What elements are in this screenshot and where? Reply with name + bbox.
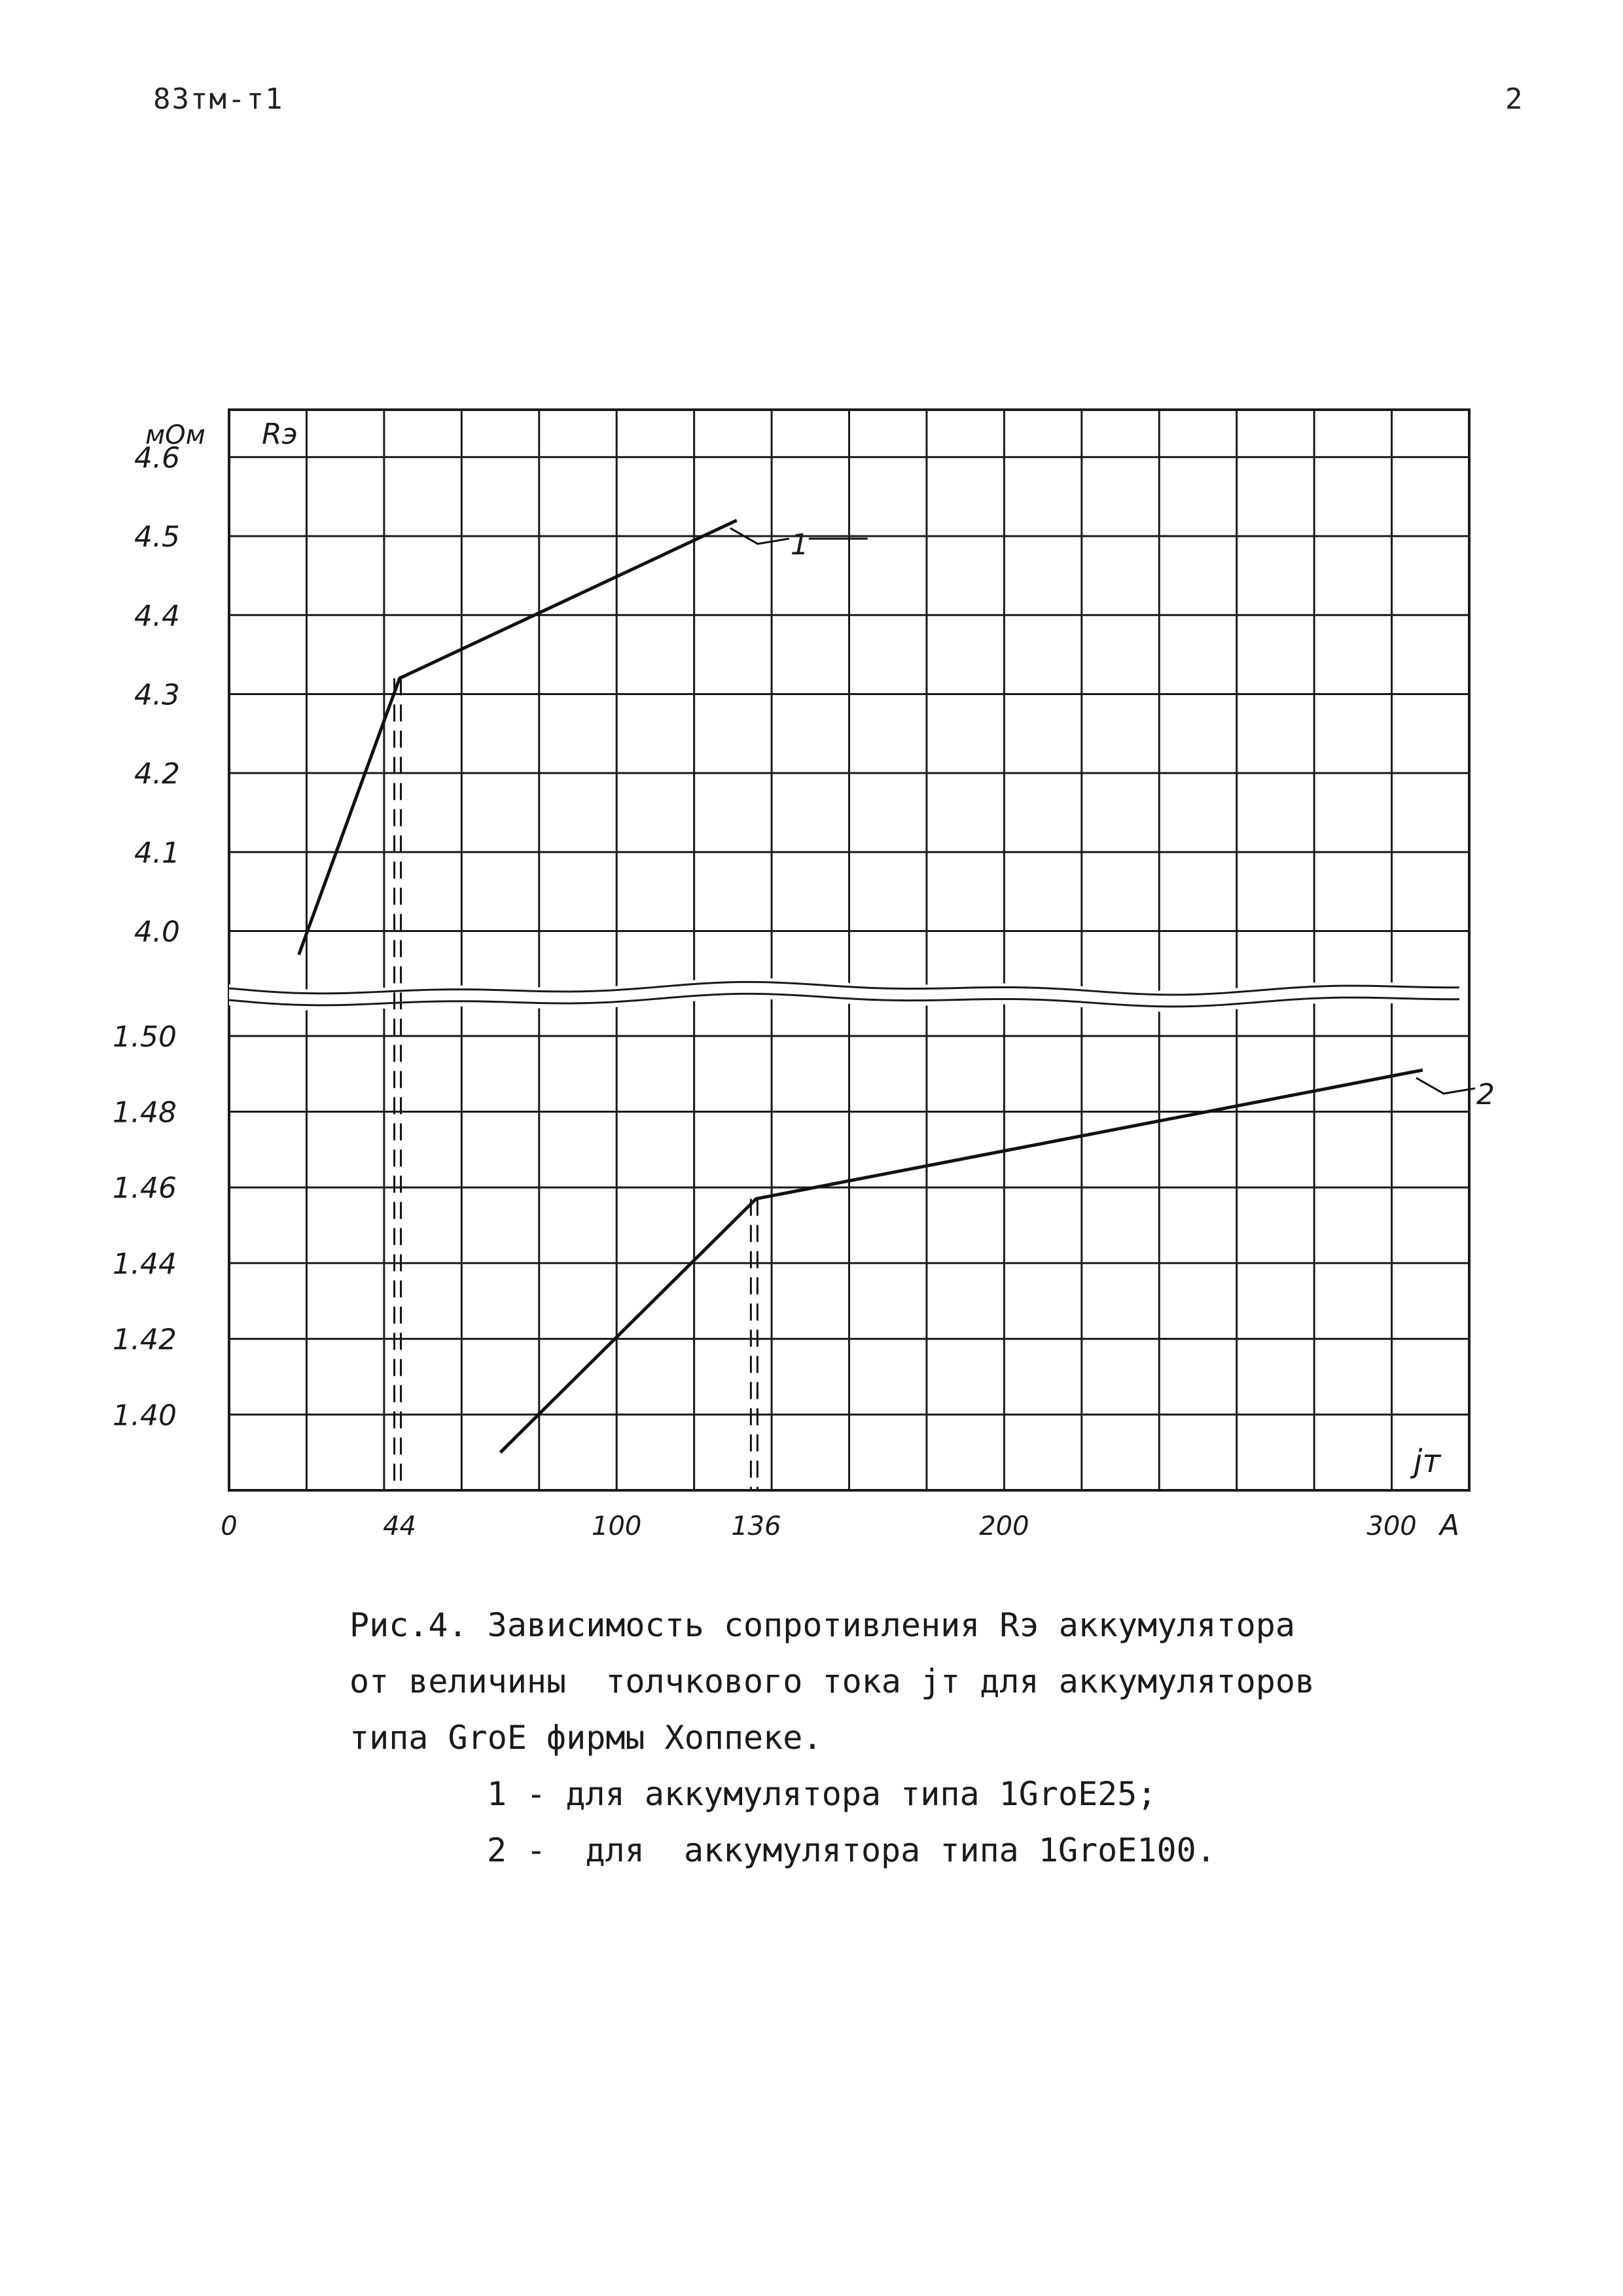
caption-line: от величины толчкового тока jт для аккум… [349, 1662, 1315, 1700]
y-tick-label: 1.46 [113, 1172, 177, 1205]
page-number: 2 [1505, 82, 1523, 116]
x-tick-label: 0 [221, 1511, 237, 1541]
series-label-1: 1 [791, 528, 809, 562]
series-leader-1 [730, 527, 790, 545]
chart-series [297, 518, 1476, 1490]
y-tick-label: 4.5 [134, 520, 180, 554]
y-tick-label: 1.44 [113, 1247, 177, 1281]
x-tick-label: 44 [383, 1511, 416, 1541]
x-symbol-label: jт [1410, 1443, 1442, 1480]
y-tick-label: 4.6 [134, 441, 180, 475]
y-tick-label: 4.2 [134, 757, 180, 791]
y-tick-label: 1.42 [113, 1323, 177, 1357]
x-tick-label: 300 [1366, 1511, 1416, 1541]
y-tick-label: 1.50 [113, 1020, 177, 1054]
x-tick-label: 200 [979, 1511, 1029, 1541]
caption-legend-1: 1 - для аккумулятора типа 1GroE25; [487, 1775, 1157, 1813]
axis-break-band [229, 978, 1459, 1012]
document-code: 83тм-т1 [153, 82, 284, 116]
axis-break-line [228, 992, 1460, 1008]
series-line-2 [499, 1068, 1423, 1454]
x-tick-label: 100 [592, 1511, 641, 1541]
axis-break-line [228, 980, 1460, 996]
y-tick-label: 1.40 [113, 1399, 177, 1432]
chart: 1 2 4.6 4.5 4.4 4.3 4.2 4.1 4.0 1.50 1.48 1.46 1.44 1… [113, 408, 1495, 1542]
y-tick-label: 4.0 [134, 916, 180, 949]
y-tick-label: 4.3 [134, 678, 180, 711]
chart-grid [228, 408, 1471, 1492]
chart-labels: 1 2 4.6 4.5 4.4 4.3 4.2 4.1 4.0 1.50 1.48 1.46 1.44 1… [113, 418, 1495, 1542]
caption-line: типа GroE фирмы Хоппеке. [349, 1719, 823, 1757]
y-unit-label: мОм [145, 420, 205, 450]
x-tick-label: 136 [731, 1511, 781, 1541]
y-tick-label: 4.1 [134, 836, 180, 870]
y-tick-label: 1.48 [113, 1096, 177, 1130]
y-tick-label: 4.4 [134, 600, 180, 633]
series-line-1 [297, 518, 738, 956]
caption-line: Рис.4. Зависимость сопротивления Rэ акку… [349, 1606, 1295, 1644]
caption-legend-2: 2 - для аккумулятора типа 1GroE100. [487, 1831, 1216, 1869]
y-symbol-label: Rэ [262, 418, 298, 451]
series-label-2: 2 [1476, 1078, 1495, 1111]
series-leader-2 [1416, 1077, 1476, 1095]
x-unit-label: А [1438, 1509, 1459, 1542]
figure-caption: Рис.4. Зависимость сопротивления Rэ акку… [349, 1597, 1593, 1878]
axis-break [228, 978, 1460, 1012]
